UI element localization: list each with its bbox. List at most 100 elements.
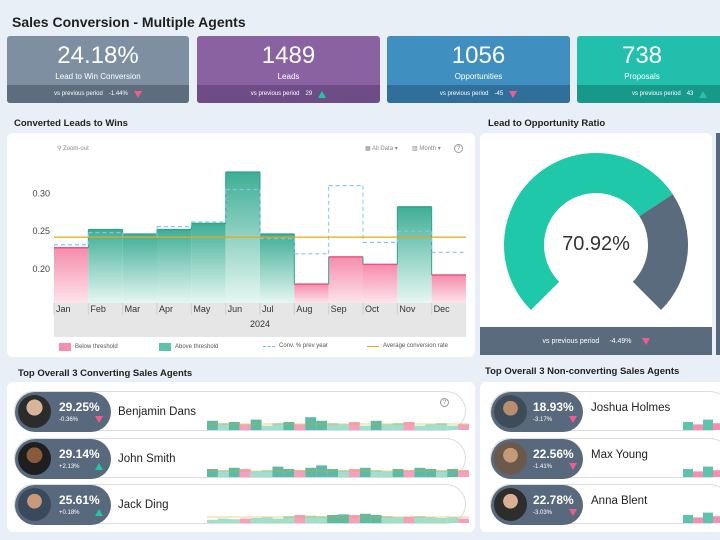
spark-bar [272, 518, 284, 523]
legend-swatch [367, 345, 379, 347]
spark-bar [283, 469, 295, 477]
spark-bar [327, 423, 338, 430]
kpi-prev-label: vs previous period [632, 91, 681, 97]
period-dropdown[interactable]: ▥ Month ▾ [412, 145, 441, 152]
spark-bar [348, 515, 360, 523]
all-data-dropdown[interactable]: ▦ All Data ▾ [365, 145, 398, 152]
agent-percent: 22.56% [533, 447, 574, 461]
agent-row[interactable]: 29.14% +2.13% John Smith [14, 438, 469, 479]
spark-bar [261, 470, 273, 477]
conversion-bar [54, 247, 89, 303]
help-icon[interactable]: ? [440, 398, 449, 407]
kpi-footer: vs previous period 29 [197, 85, 380, 103]
spark-bar [316, 516, 328, 523]
legend-prev-year: Conv. % prev year [263, 343, 328, 349]
trend-down-icon [569, 416, 577, 423]
agent-percent: 25.61% [59, 493, 100, 507]
kpi-label: Lead to Win Conversion [55, 72, 141, 81]
agent-row[interactable]: 22.56% -1.41% Max Young [490, 438, 720, 479]
ratio-panel: 70.92% vs previous period -4.49% [480, 133, 712, 355]
avatar [494, 442, 527, 475]
conversion-bar [157, 229, 192, 303]
legend-above: Above threshold [159, 343, 218, 351]
spark-bar [370, 515, 382, 523]
spark-bar [228, 422, 240, 430]
kpi-label: Opportunities [454, 72, 503, 81]
spark-bar [713, 516, 720, 523]
calendar-icon: ▦ [365, 146, 371, 152]
y-tick-label: 0.30 [32, 188, 50, 198]
spark-bar [403, 516, 415, 523]
spark-bar [703, 466, 713, 477]
spark-bar [713, 470, 720, 477]
trend-up-icon [95, 463, 103, 470]
agent-row[interactable]: 22.78% -3.03% Anna Blent [490, 484, 720, 525]
x-tick-label: Dec [434, 304, 451, 314]
conversion-bar [431, 275, 466, 303]
spark-bar [327, 469, 338, 477]
kpi-opportunities-card[interactable]: 1056 Opportunities vs previous period -45 [387, 36, 570, 103]
spark-bar [713, 423, 720, 430]
kpi-leads-card[interactable]: 1489 Leads vs previous period 29 [197, 36, 380, 103]
ratio-gauge [504, 152, 688, 311]
spark-bar [683, 422, 693, 430]
spark-bar [381, 424, 393, 430]
agent-percent: 22.78% [533, 493, 574, 507]
legend-swatch [159, 343, 171, 351]
spark-bar [703, 419, 713, 430]
spark-bar [283, 422, 295, 430]
agent-row[interactable]: 25.61% +0.18% Jack Ding [14, 484, 469, 525]
agent-name: Jack Ding [118, 499, 169, 511]
agent-percent: 29.25% [59, 400, 100, 414]
spark-bar [305, 417, 317, 430]
agent-row[interactable]: 29.25% -0.36% Benjamin Dans ? [14, 391, 469, 432]
x-tick-label: Sep [331, 304, 347, 314]
spark-bar [392, 469, 404, 477]
kpi-footer: vs previous period -1.44% [7, 85, 189, 103]
kpi-label: Proposals [624, 72, 660, 81]
trend-down-icon [569, 509, 577, 516]
top-converting-title: Top Overall 3 Converting Sales Agents [18, 368, 193, 379]
x-tick-label: Feb [90, 304, 106, 314]
legend-label: Above threshold [175, 344, 219, 350]
conversion-bar [328, 256, 363, 303]
agent-name: Max Young [591, 449, 648, 461]
next-panel-edge [716, 133, 720, 355]
legend-label: Below threshold [75, 344, 118, 350]
spark-bar [425, 469, 437, 477]
spark-bar [381, 471, 393, 477]
help-icon[interactable]: ? [454, 144, 463, 153]
conversion-bar [294, 284, 329, 303]
kpi-proposals-card[interactable]: 738 Proposals vs previous period 43 [577, 36, 720, 103]
spark-bar [425, 517, 437, 523]
magnifier-icon: ⚲ [57, 146, 62, 152]
kpi-prev-label: vs previous period [439, 91, 489, 97]
x-tick-label: Jan [56, 304, 71, 314]
legend-label: Conv. % prev year [279, 343, 328, 349]
spark-bar [338, 424, 349, 430]
spark-bar [447, 469, 459, 477]
x-tick-label: Mar [125, 304, 141, 314]
agent-change: -3.03% [533, 510, 553, 516]
trend-up-icon [95, 509, 103, 516]
kpi-conversion-card[interactable]: 24.18% Lead to Win Conversion vs previou… [7, 36, 189, 103]
all-data-label: All Data [372, 146, 394, 152]
spark-bar [348, 469, 360, 477]
spark-bar [294, 515, 306, 523]
spark-bar [381, 516, 393, 523]
ratio-value: 70.92% [562, 233, 630, 255]
spark-bar [436, 423, 448, 430]
spark-bar [436, 518, 448, 523]
year-label: 2024 [250, 319, 270, 329]
avatar [18, 488, 51, 521]
agent-sparkline [207, 417, 469, 430]
agent-row[interactable]: 18.93% -3.17% Joshua Holmes [490, 391, 720, 432]
spark-bar [207, 519, 218, 523]
trend-down-icon [95, 416, 103, 423]
converted-chart-panel: ⚲ Zoom-out ▦ All Data ▾ ▥ Month ▾ ? 0.20… [7, 133, 475, 357]
spark-bar [250, 471, 262, 477]
kpi-value: 1489 [261, 42, 316, 69]
x-tick-label: May [193, 304, 211, 314]
spark-bar [447, 425, 459, 430]
zoom-out-button[interactable]: ⚲ Zoom-out [57, 145, 89, 152]
